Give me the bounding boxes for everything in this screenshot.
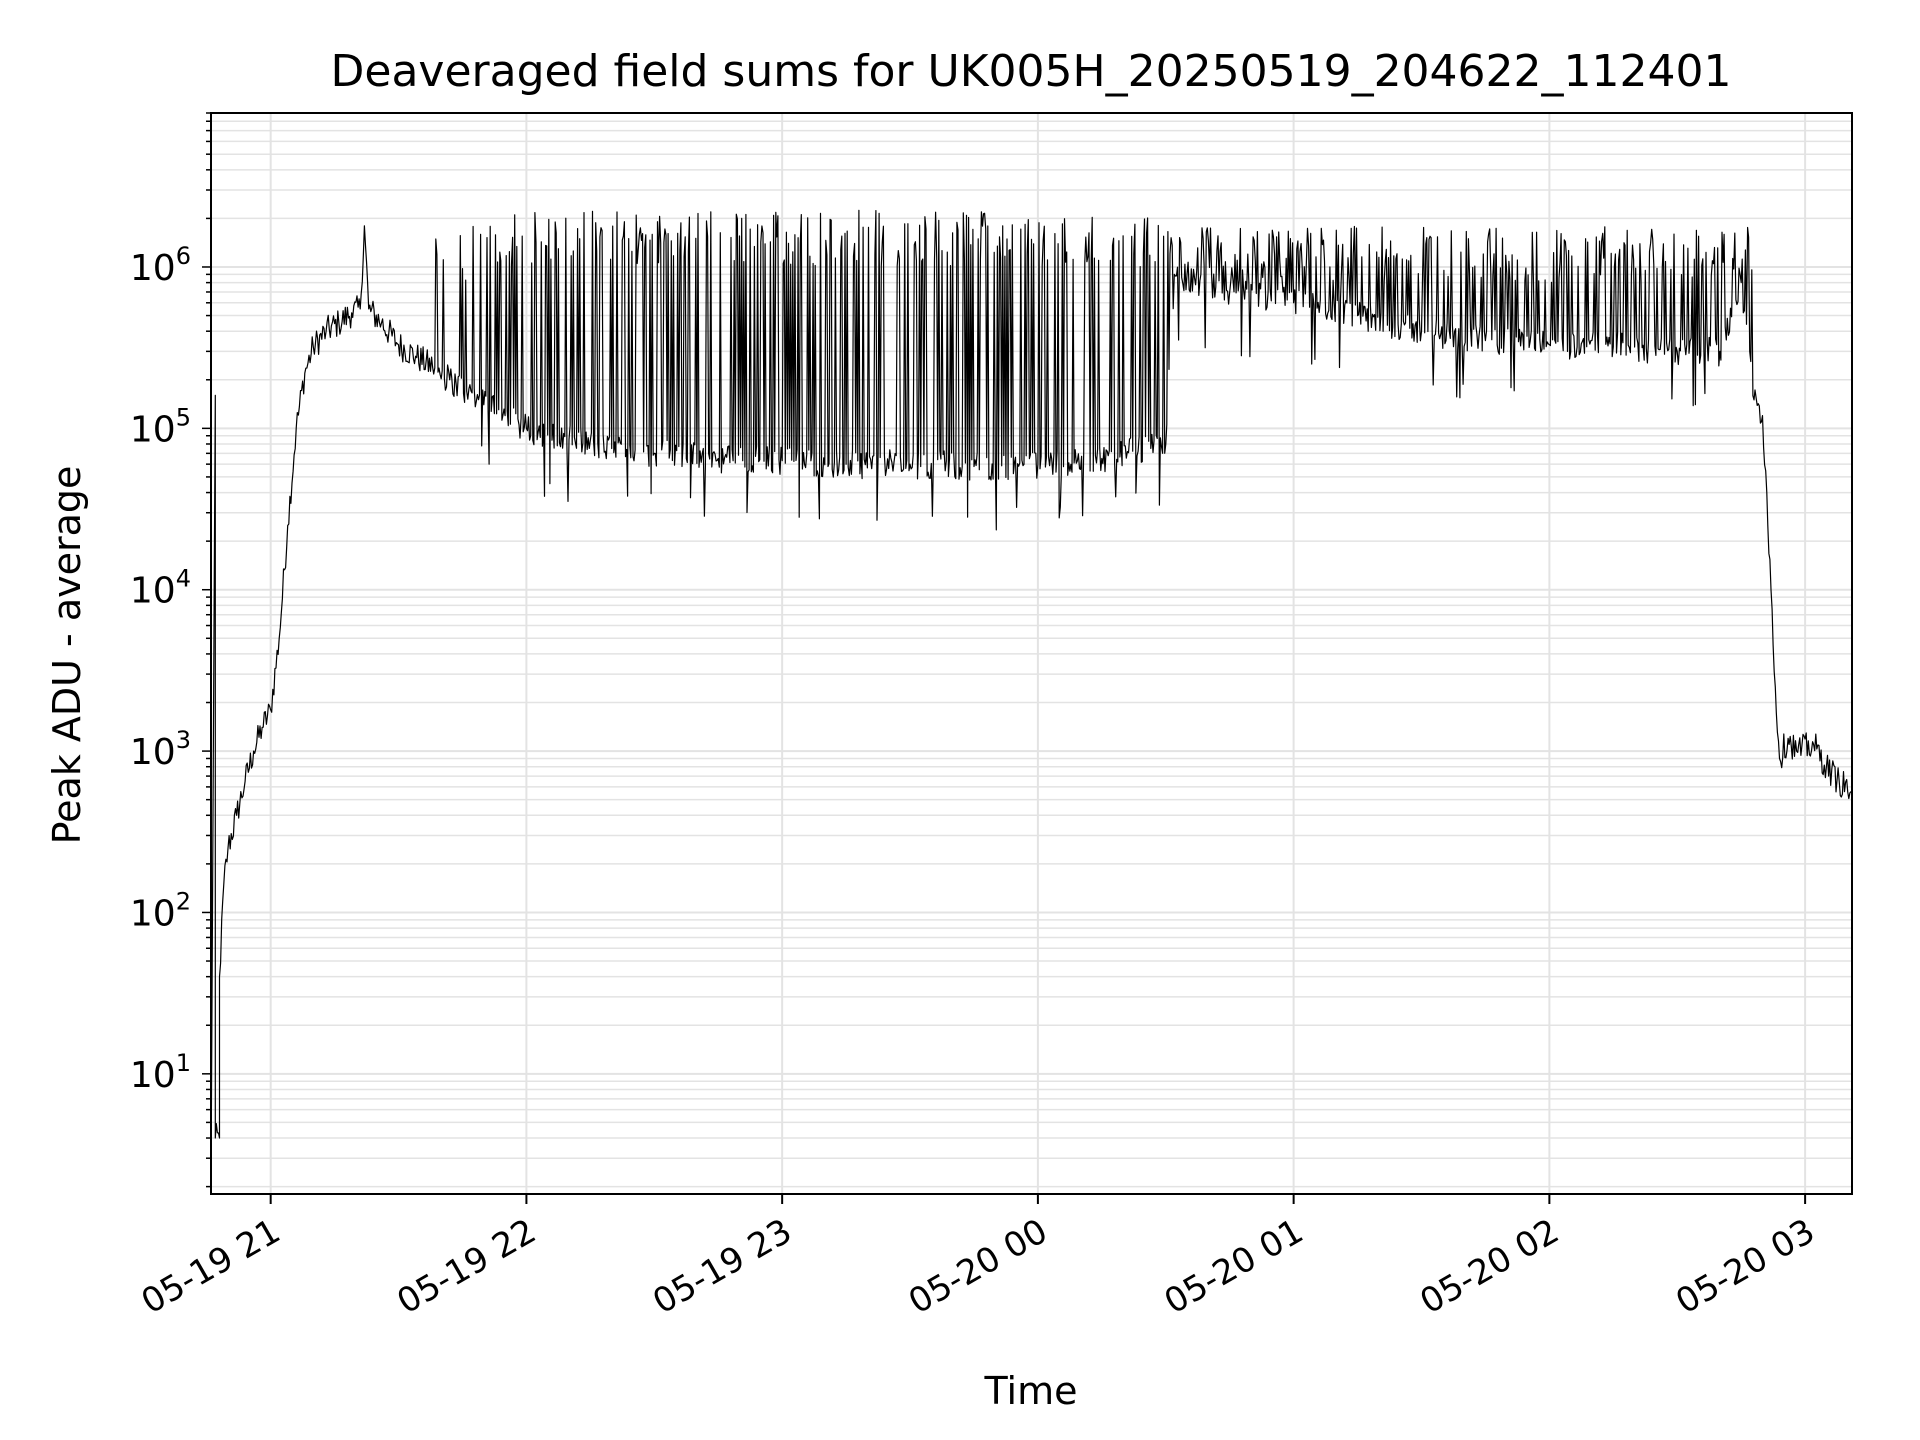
y-axis-label: Peak ADU - average [45, 466, 89, 845]
y-tick-label: 101 [130, 1049, 191, 1096]
y-tick-label: 105 [130, 403, 191, 450]
series-line [210, 209, 1853, 1188]
chart-title: Deaveraged field sums for UK005H_2025051… [331, 46, 1732, 97]
grid [211, 112, 1852, 1194]
x-axis-label: Time [984, 1369, 1078, 1413]
y-tick-label: 102 [130, 887, 191, 934]
y-tick-label: 106 [130, 242, 191, 289]
series-layer [210, 209, 1853, 1188]
y-tick-label: 103 [130, 726, 191, 773]
y-tick-label: 104 [130, 565, 191, 612]
